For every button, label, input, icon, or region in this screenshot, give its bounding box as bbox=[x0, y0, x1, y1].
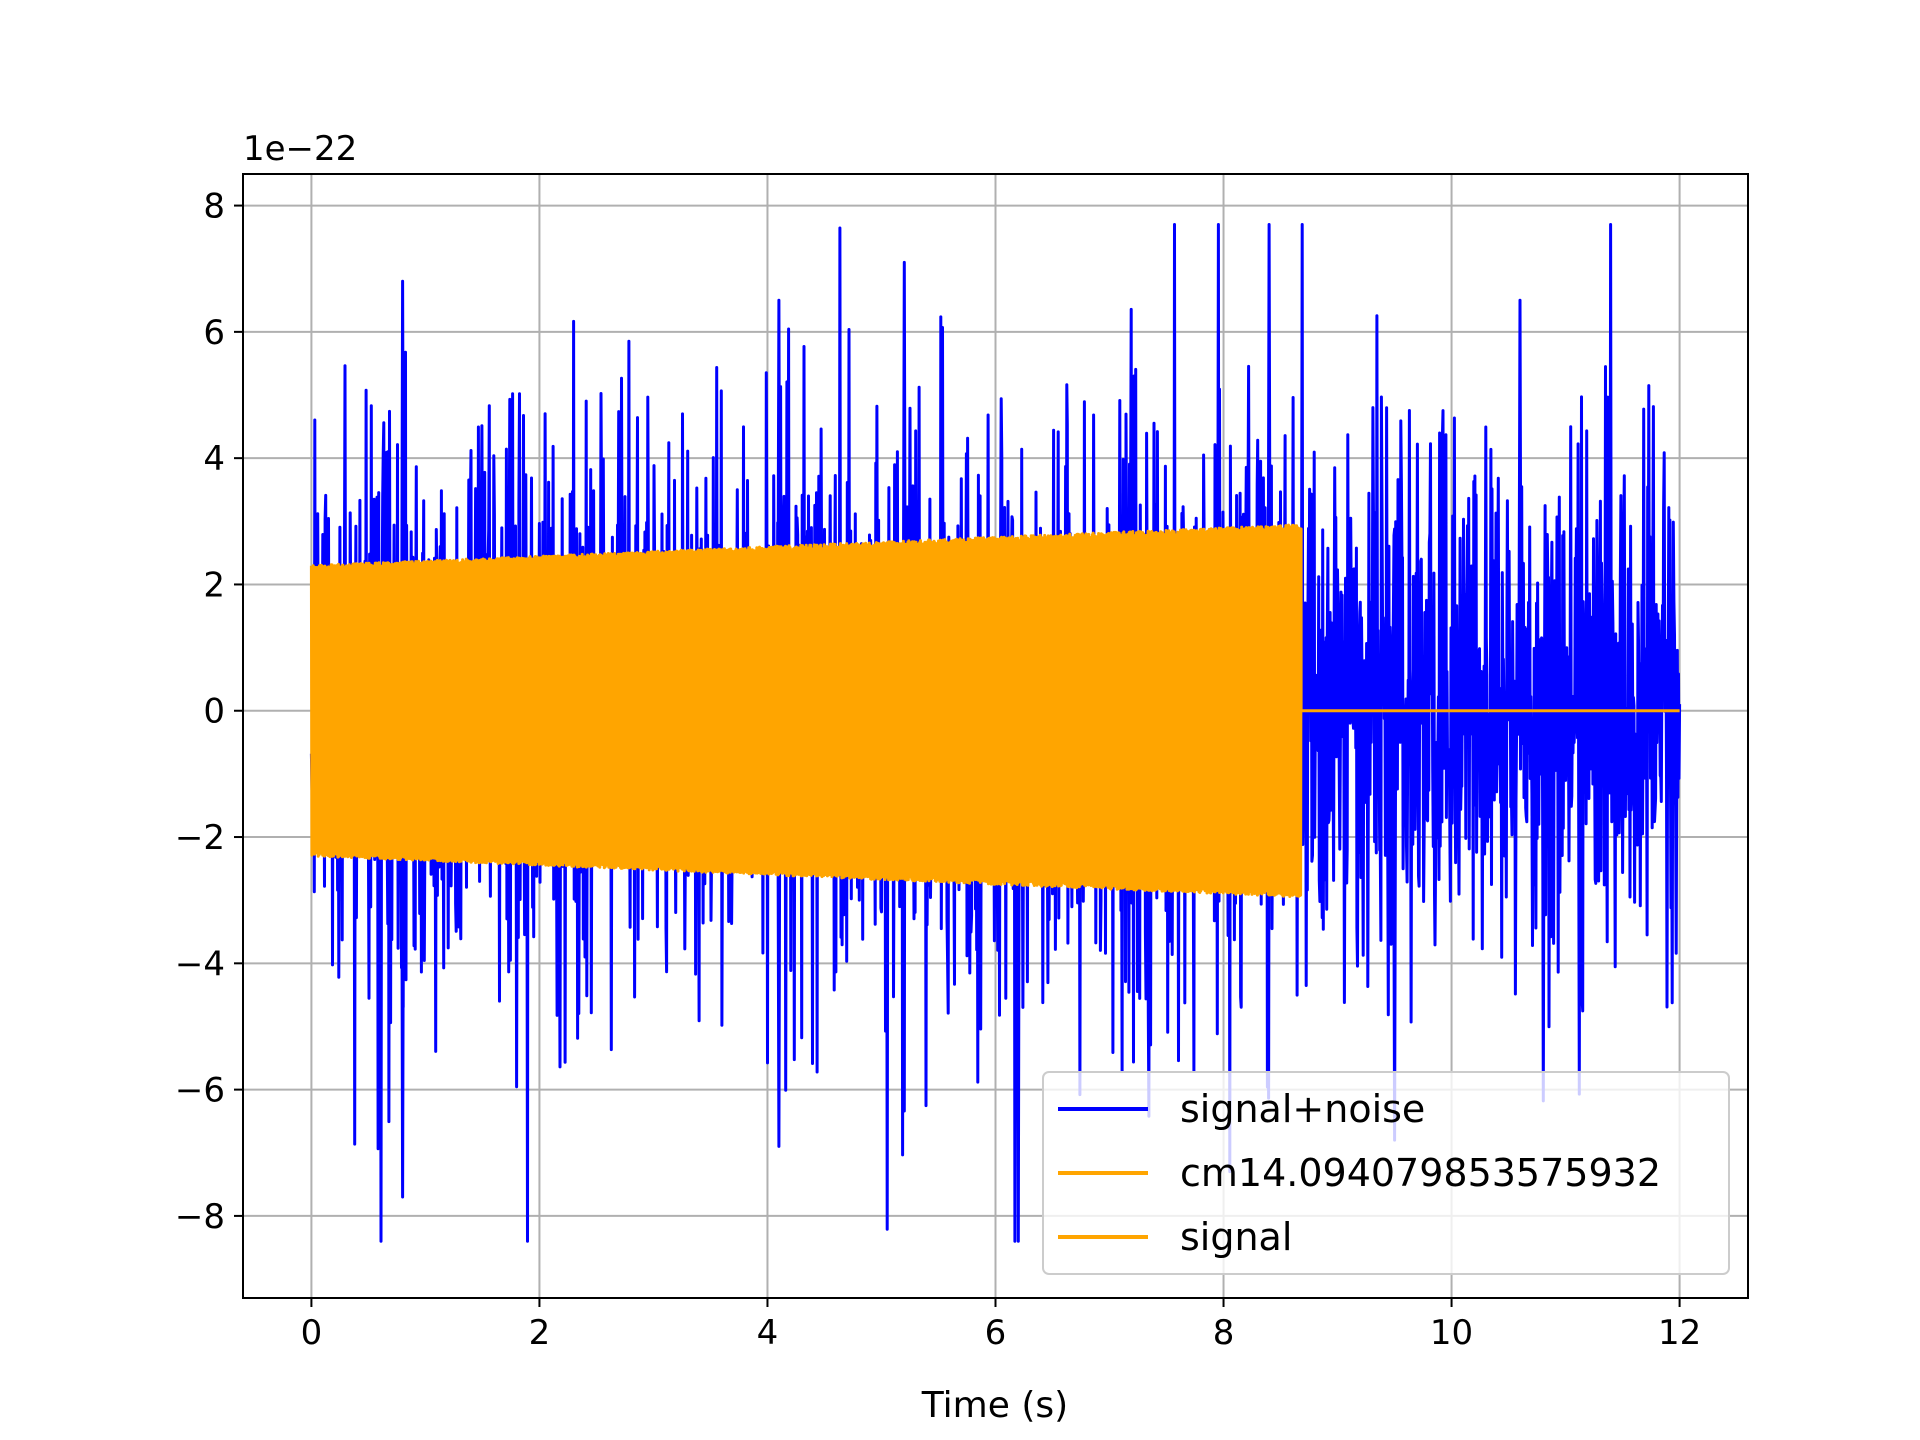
x-axis: 0 2 4 6 8 10 12 bbox=[301, 1298, 1701, 1353]
x-tick-label: 10 bbox=[1430, 1313, 1473, 1353]
y-tick-label: −4 bbox=[175, 944, 225, 984]
x-tick-label: 4 bbox=[757, 1313, 779, 1353]
x-axis-label: Time (s) bbox=[921, 1385, 1068, 1426]
legend-label-signal-noise: signal+noise bbox=[1180, 1087, 1425, 1131]
y-tick-label: −2 bbox=[175, 818, 225, 858]
y-tick-label: −6 bbox=[175, 1071, 225, 1111]
y-tick-label: 6 bbox=[203, 313, 225, 353]
legend-label-cm: cm14.094079853575932 bbox=[1180, 1151, 1661, 1195]
legend-box bbox=[1042, 1071, 1730, 1275]
x-tick-label: 0 bbox=[301, 1313, 323, 1353]
series-layer bbox=[309, 223, 1682, 1243]
y-tick-label: 0 bbox=[203, 692, 225, 732]
y-tick-label: 4 bbox=[203, 439, 225, 479]
y-axis: −8 −6 −4 −2 0 2 4 6 8 bbox=[175, 187, 243, 1237]
x-tick-label: 2 bbox=[529, 1313, 551, 1353]
y-offset-label: 1e−22 bbox=[243, 129, 357, 169]
x-tick-label: 8 bbox=[1213, 1313, 1235, 1353]
legend: signal+noise cm14.094079853575932 signal bbox=[1042, 1071, 1730, 1275]
x-tick-label: 12 bbox=[1658, 1313, 1701, 1353]
y-tick-label: 8 bbox=[203, 187, 225, 227]
series-signal-line bbox=[309, 523, 1680, 898]
y-tick-label: 2 bbox=[203, 565, 225, 605]
y-tick-label: −8 bbox=[175, 1197, 225, 1237]
legend-label-signal: signal bbox=[1180, 1215, 1292, 1259]
x-tick-label: 6 bbox=[985, 1313, 1007, 1353]
